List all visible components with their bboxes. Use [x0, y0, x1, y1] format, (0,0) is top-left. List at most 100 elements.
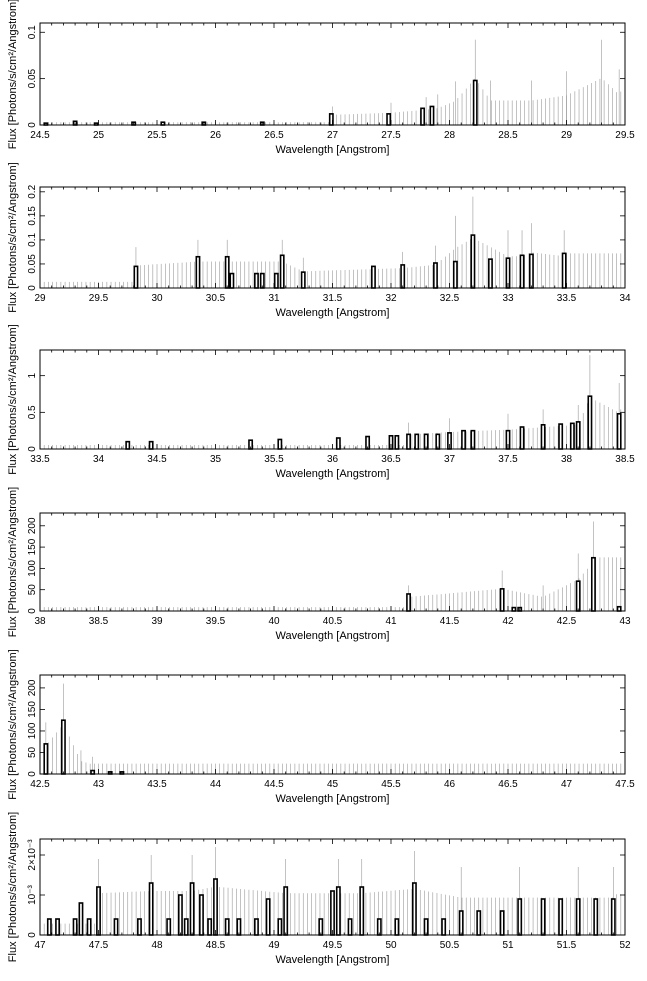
flux-bar: [511, 606, 517, 612]
x-tick-label: 40: [268, 616, 280, 627]
x-tick-label: 27.5: [381, 130, 401, 141]
y-tick-label: 0: [27, 122, 38, 128]
flux-bar: [86, 918, 92, 936]
x-axis-label: Wavelength [Angstrom]: [276, 954, 390, 966]
flux-bar: [406, 593, 411, 612]
flux-bar: [394, 434, 400, 450]
x-tick-label: 33.5: [30, 454, 50, 465]
x-tick-label: 38: [34, 616, 46, 627]
y-tick-label: 2×10⁻³: [27, 839, 38, 871]
flux-bar: [90, 769, 96, 775]
flux-bar: [43, 743, 49, 775]
flux-bar: [277, 918, 283, 936]
y-tick-label: 150: [27, 538, 38, 555]
y-tick-label: 0: [27, 608, 38, 614]
x-tick-label: 37: [444, 454, 456, 465]
x-tick-label: 31.5: [323, 293, 343, 304]
y-tick-label: 200: [27, 517, 38, 534]
y-axis-label: Flux [Photons/s/cm²/Angstrom]: [7, 324, 19, 474]
flux-bar: [46, 918, 52, 936]
flux-bar: [411, 882, 417, 936]
x-tick-label: 42: [502, 616, 514, 627]
y-tick-label: 10⁻³: [27, 884, 38, 904]
x-tick-label: 26.5: [264, 130, 284, 141]
x-tick-label: 34.5: [147, 454, 167, 465]
x-axis-label: Wavelength [Angstrom]: [276, 468, 390, 480]
y-tick-label: 200: [27, 679, 38, 696]
panel-1: 24.5 25 25.5 26 26.5 27 27.5 28 28.5 29 29.5 0 0.05 0…: [7, 0, 635, 156]
flux-bar: [386, 113, 392, 126]
x-tick-label: 47: [561, 779, 573, 790]
flux-bar: [528, 253, 534, 289]
x-tick-label: 33: [502, 293, 514, 304]
x-axis-label: Wavelength [Angstrom]: [276, 793, 390, 805]
flux-bar: [300, 271, 306, 289]
x-tick-label: 47.5: [89, 940, 109, 951]
x-tick-label: 38.5: [89, 616, 109, 627]
x-tick-label: 29.5: [615, 130, 635, 141]
x-tick-label: 29: [34, 293, 46, 304]
y-tick-label: 0.1: [27, 233, 38, 247]
flux-bar: [273, 272, 279, 289]
x-tick-label: 51: [502, 940, 514, 951]
x-tick-label: 39.5: [206, 616, 226, 627]
flux-bar: [224, 255, 230, 289]
x-axis-label: Wavelength [Angstrom]: [276, 307, 390, 319]
x-tick-label: 46.5: [498, 779, 518, 790]
plot-frame: [39, 674, 626, 775]
flux-bar: [499, 910, 505, 936]
y-tick-label: 50: [27, 746, 38, 758]
x-tick-label: 35: [210, 454, 222, 465]
flux-bar: [610, 898, 616, 936]
flux-bar: [277, 438, 283, 450]
y-tick-label: 1: [27, 372, 38, 378]
flux-bar: [441, 918, 447, 936]
x-tick-label: 49.5: [323, 940, 343, 951]
y-axis-label: Flux [Photons/s/cm²/Angstrom]: [7, 487, 19, 637]
y-axis-label: Flux [Photons/s/cm²/Angstrom]: [7, 649, 19, 799]
flux-bar: [558, 898, 564, 936]
x-tick-label: 50.5: [440, 940, 460, 951]
flux-bar: [199, 894, 204, 936]
x-tick-label: 48: [151, 940, 163, 951]
flux-bar: [587, 395, 593, 450]
x-tick-label: 34: [619, 293, 631, 304]
x-tick-label: 41.5: [440, 616, 460, 627]
x-tick-label: 51.5: [557, 940, 577, 951]
x-tick-label: 30.5: [206, 293, 226, 304]
flux-bar: [335, 437, 341, 450]
flux-bar: [540, 423, 546, 450]
flux-bar: [452, 260, 458, 289]
panel-5: 42.5 43 43.5 44 44.5 45 45.5 46 46.5 47 47.5 0 50 100…: [7, 649, 635, 805]
panel-2-continuum-errors: [39, 238, 626, 288]
x-tick-label: 44.5: [264, 779, 284, 790]
y-tick-label: 0.5: [27, 405, 38, 419]
flux-bar: [148, 440, 154, 450]
x-tick-label: 32: [385, 293, 397, 304]
x-tick-label: 38.5: [615, 454, 635, 465]
y-tick-label: 50: [27, 584, 38, 596]
x-tick-label: 26: [210, 130, 222, 141]
y-axis-label: Flux [Photons/s/cm²/Angstrom]: [7, 812, 19, 962]
flux-bar: [414, 433, 420, 450]
x-tick-label: 49: [268, 940, 280, 951]
flux-bar: [420, 107, 426, 126]
flux-bar: [575, 580, 581, 612]
flux-bar: [137, 918, 142, 936]
panel-3: 33.5 34 34.5 35 35.5 36 36.5 37 37.5 38 38.5 0 0.5 1 W…: [7, 324, 635, 480]
x-tick-label: 28: [444, 130, 456, 141]
flux-bar: [254, 918, 259, 936]
x-tick-label: 28.5: [498, 130, 518, 141]
flux-bar: [575, 421, 581, 450]
panel-5-continuum-errors: [39, 727, 626, 774]
flux-bar: [55, 918, 60, 936]
flux-bar: [593, 898, 599, 936]
x-tick-label: 27: [327, 130, 339, 141]
x-tick-label: 50: [385, 940, 397, 951]
y-axis-label: Flux [Photons/s/cm²/Angstrom]: [7, 162, 19, 312]
x-tick-label: 45: [327, 779, 339, 790]
x-tick-label: 47.5: [615, 779, 635, 790]
panel-4-continuum-errors: [39, 557, 626, 611]
x-tick-label: 48.5: [206, 940, 226, 951]
